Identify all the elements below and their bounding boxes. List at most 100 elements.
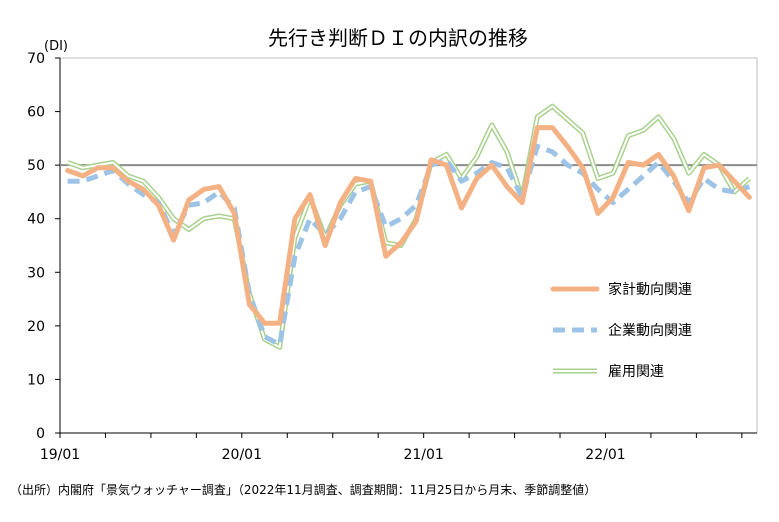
data-point (641, 128, 645, 132)
data-point (96, 174, 100, 178)
data-point (157, 195, 161, 199)
data-point (66, 161, 70, 165)
data-point (126, 179, 130, 183)
data-point (505, 150, 509, 154)
data-point (550, 126, 554, 130)
y-tick-label: 20 (27, 319, 45, 335)
data-point (399, 241, 403, 245)
data-point (732, 179, 736, 183)
legend-item: 企業動向関連 (553, 322, 692, 339)
data-point (172, 238, 176, 242)
data-point (566, 163, 570, 167)
x-tick-label: 19/01 (40, 447, 80, 463)
y-tick-label: 40 (27, 212, 45, 228)
plot-area: 0 10 20 30 40 50 60 70 19/01 20/01 21/01 22/01 (27, 51, 758, 463)
data-point (687, 209, 691, 213)
legend-item: 雇用関連 (553, 363, 664, 380)
data-point (566, 118, 570, 122)
data-point (460, 179, 464, 183)
data-point (732, 190, 736, 194)
legend-label: 雇用関連 (608, 363, 664, 380)
data-point (460, 206, 464, 210)
chart-title: 先行き判断ＤＩの内訳の推移 (268, 26, 528, 50)
data-point (475, 155, 479, 159)
data-point (520, 201, 524, 205)
data-point (626, 134, 630, 138)
data-point (444, 152, 448, 156)
data-point (581, 166, 585, 170)
x-tick-label: 22/01 (585, 447, 625, 463)
data-point (641, 174, 645, 178)
data-point (550, 104, 554, 108)
data-point (141, 179, 145, 183)
data-point (323, 244, 327, 248)
data-point (687, 171, 691, 175)
data-point (611, 195, 615, 199)
data-point (141, 187, 145, 191)
data-point (354, 190, 358, 194)
data-point (550, 150, 554, 154)
data-point (596, 187, 600, 191)
x-tick-label: 20/01 (222, 447, 262, 463)
data-point (626, 161, 630, 165)
data-point (338, 217, 342, 221)
source-note: （出所）内閣府「景気ウォッチャー調査」（2022年11月調査、調査期間：11月2… (10, 482, 596, 497)
data-point (202, 217, 206, 221)
data-point (187, 198, 191, 202)
y-tick-label: 10 (27, 372, 45, 388)
data-point (657, 115, 661, 119)
data-point (157, 203, 161, 207)
data-point (657, 152, 661, 156)
data-point (657, 161, 661, 165)
data-point (535, 126, 539, 130)
data-point (702, 166, 706, 170)
data-point (641, 163, 645, 167)
data-point (717, 187, 721, 191)
data-point (308, 193, 312, 197)
x-tick-label: 21/01 (403, 447, 443, 463)
data-point (611, 171, 615, 175)
data-point (278, 343, 282, 347)
data-point (490, 123, 494, 127)
data-point (535, 115, 539, 119)
data-point (384, 225, 388, 229)
data-point (505, 166, 509, 170)
legend-item: 家計動向関連 (550, 281, 692, 298)
data-point (308, 217, 312, 221)
data-point (672, 136, 676, 140)
data-point (596, 177, 600, 181)
data-point (384, 254, 388, 258)
data-point (626, 187, 630, 191)
legend-label: 家計動向関連 (608, 281, 692, 298)
data-point (444, 158, 448, 162)
legend-label: 企業動向関連 (608, 322, 692, 339)
data-point (475, 177, 479, 181)
data-point (217, 214, 221, 218)
data-point (96, 166, 100, 170)
data-point (187, 227, 191, 231)
data-point (566, 144, 570, 148)
data-point (81, 179, 85, 183)
data-point (717, 163, 721, 167)
data-point (202, 187, 206, 191)
data-point (172, 217, 176, 221)
data-point (354, 177, 358, 181)
data-point (81, 166, 85, 170)
y-tick-label: 70 (27, 51, 45, 67)
y-tick-label: 0 (36, 426, 45, 442)
y-tick-label: 30 (27, 265, 45, 281)
data-point (596, 211, 600, 215)
data-point (293, 254, 297, 258)
data-point (111, 166, 115, 170)
data-point (747, 185, 751, 189)
data-point (263, 321, 267, 325)
data-point (369, 179, 373, 183)
data-point (66, 179, 70, 183)
data-point (399, 217, 403, 221)
y-tick-label: 60 (27, 105, 45, 121)
data-point (111, 161, 115, 165)
data-point (202, 201, 206, 205)
series-corporate (66, 143, 751, 348)
